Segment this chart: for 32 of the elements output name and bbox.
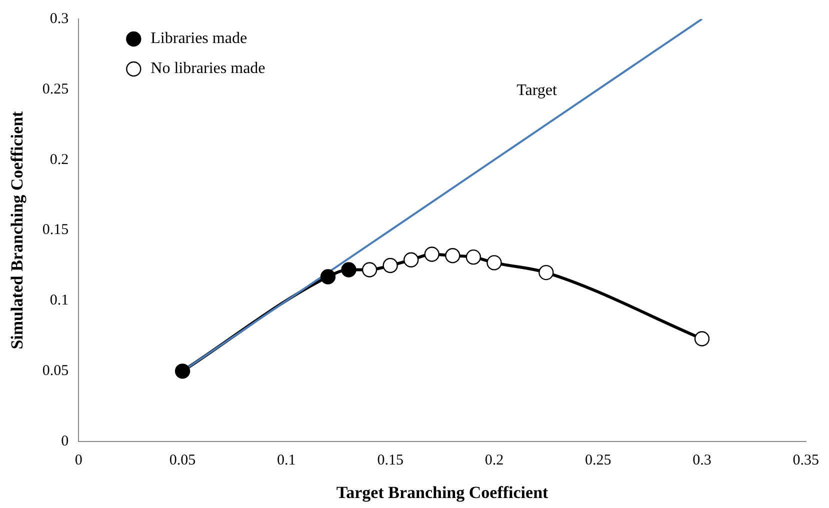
y-tick-label: 0.25 [42, 81, 69, 98]
x-tick-label: 0.3 [692, 452, 712, 469]
x-tick-label: 0.35 [792, 452, 819, 469]
y-axis-title: Simulated Branching Coefficient [8, 110, 27, 350]
point [445, 248, 460, 264]
annotation: Target [516, 82, 558, 100]
point [486, 255, 502, 270]
y-tick-label: 0 [61, 434, 69, 450]
x-tick-label: 0.25 [584, 452, 612, 469]
x-axis-title: Target Branching Coefficient [336, 483, 549, 502]
x-tick-label: 0 [74, 452, 82, 469]
point [694, 331, 710, 346]
y-tick-label: 0.05 [42, 363, 69, 380]
y-tick-label: 0.1 [50, 292, 69, 309]
point [466, 249, 482, 265]
point [341, 262, 356, 278]
x-tick-label: 0.15 [377, 452, 404, 469]
point [174, 364, 190, 379]
point [424, 246, 440, 262]
x-tick-label: 0.1 [277, 452, 296, 469]
point [538, 264, 554, 280]
legend-label: Libraries made [150, 30, 248, 48]
x-tick-label: 0.05 [169, 452, 196, 469]
point [320, 269, 336, 284]
y-tick-label: 0.2 [50, 152, 69, 168]
y-tick-label: 0.3 [50, 10, 69, 27]
point [362, 262, 378, 278]
legend-label: No libraries made [150, 60, 266, 78]
point [382, 258, 398, 274]
x-tick-label: 0.2 [484, 452, 504, 469]
y-tick-label: 0.15 [42, 222, 69, 238]
point [403, 252, 419, 268]
